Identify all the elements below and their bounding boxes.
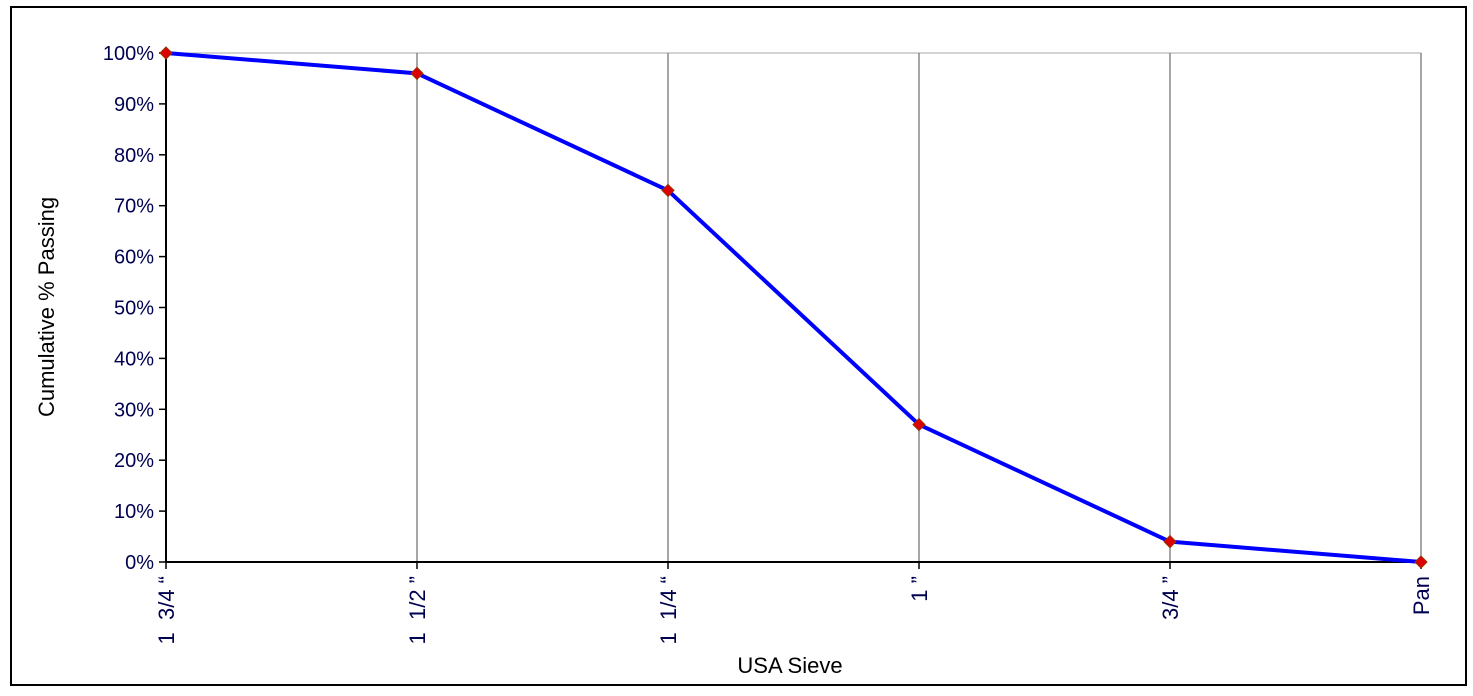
- y-tick-label: 30%: [114, 399, 154, 421]
- x-tick-label: 1 1/4 “: [656, 576, 681, 644]
- data-point: [159, 46, 173, 60]
- x-tick-label: 1 1/2 ”: [405, 576, 430, 644]
- x-tick-label: Pan: [1409, 576, 1434, 615]
- data-point: [1163, 534, 1177, 549]
- series-line: [164, 51, 1423, 564]
- y-tick-label: 10%: [114, 501, 154, 523]
- plot-area: 0% 10% 20% 30% 40% 50% 60% 70% 80% 90% 100% 1 3/4 “…: [103, 43, 1434, 644]
- x-tick-label: 1 ”: [907, 576, 932, 602]
- x-axis-label: USA Sieve: [737, 653, 842, 678]
- y-tick-label: 60%: [114, 247, 154, 269]
- y-tick-label: 90%: [114, 94, 154, 116]
- y-tick-label: 20%: [114, 450, 154, 472]
- x-tick-label: 3/4 ”: [1158, 576, 1183, 620]
- data-point: [410, 66, 424, 81]
- y-tick-label: 0%: [125, 552, 154, 574]
- outer-border: [10, 6, 1467, 686]
- data-point: [661, 183, 675, 198]
- data-point: [1414, 555, 1428, 569]
- data-point: [912, 417, 926, 432]
- y-tick-label: 70%: [114, 196, 154, 218]
- y-tick-label: 80%: [114, 145, 154, 167]
- y-tick-label: 100%: [103, 43, 154, 65]
- y-tick-label: 40%: [114, 348, 154, 370]
- x-tick-label: 1 3/4 “: [154, 576, 179, 644]
- y-axis-label: Cumulative % Passing: [34, 197, 59, 417]
- y-tick-label: 50%: [114, 298, 154, 320]
